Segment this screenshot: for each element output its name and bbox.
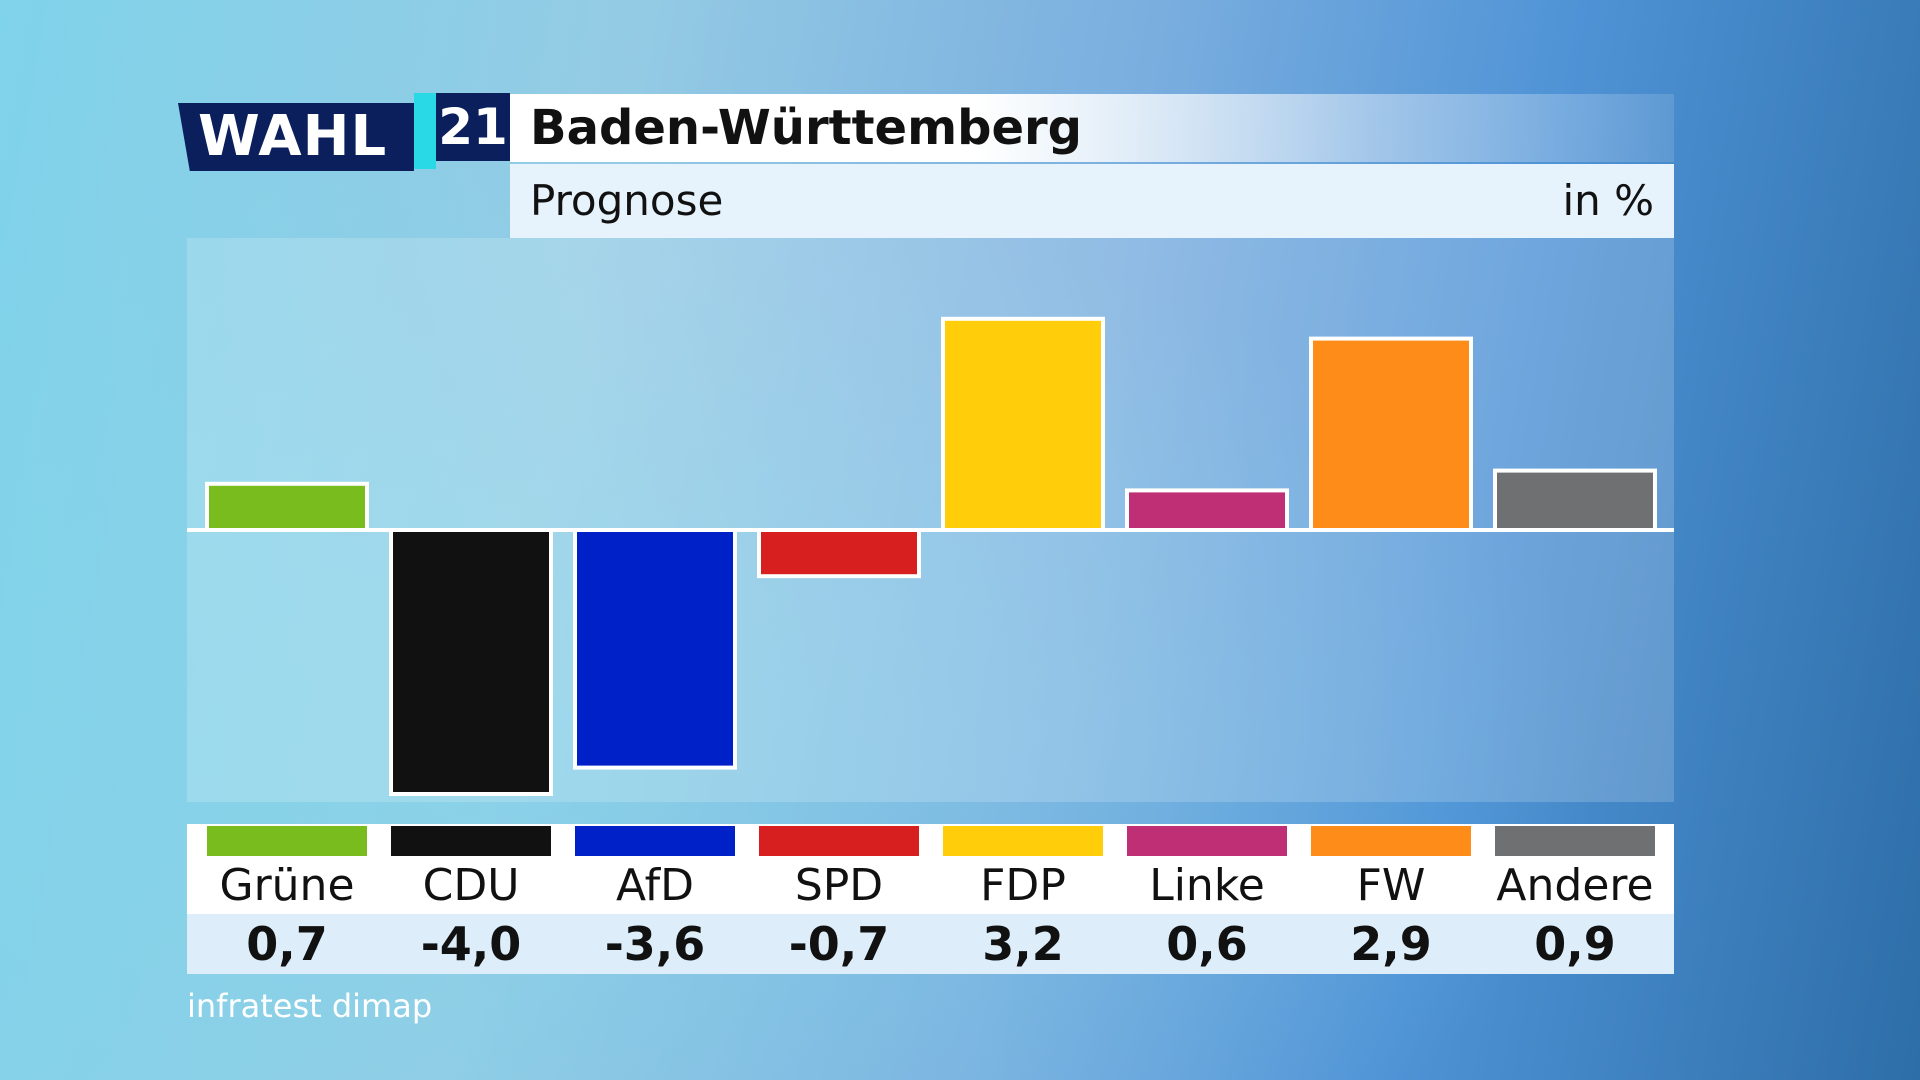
legend-party-value: 0,6 xyxy=(1166,917,1248,971)
legend-party-name: Grüne xyxy=(219,860,355,911)
bar-andere xyxy=(1493,468,1657,533)
legend-item-gruene: Grüne 0,7 xyxy=(207,824,367,974)
chart-title: Baden-Württemberg xyxy=(530,100,1083,156)
legend-swatch xyxy=(207,826,367,856)
legend-item-cdu: CDU -4,0 xyxy=(391,824,551,974)
legend-swatch xyxy=(1495,826,1655,856)
legend-values-band xyxy=(187,914,1674,974)
bar-afd xyxy=(573,528,737,770)
legend-party-value: 2,9 xyxy=(1350,917,1432,971)
source-label: infratest dimap xyxy=(187,987,433,1025)
legend-item-andere: Andere 0,9 xyxy=(1495,824,1655,974)
legend-party-name: CDU xyxy=(422,860,520,911)
logo-accent-stripe xyxy=(414,93,436,169)
legend-item-afd: AfD -3,6 xyxy=(575,824,735,974)
legend-party-value: 0,9 xyxy=(1534,917,1616,971)
legend-party-value: -4,0 xyxy=(420,917,522,971)
legend-swatch xyxy=(1127,826,1287,856)
legend-swatch xyxy=(943,826,1103,856)
legend-party-value: -3,6 xyxy=(604,917,706,971)
legend-item-linke: Linke 0,6 xyxy=(1127,824,1287,974)
legend-item-spd: SPD -0,7 xyxy=(759,824,919,974)
chart-unit: in % xyxy=(1562,176,1654,225)
logo-wahl-text: WAHL xyxy=(198,104,388,169)
legend-item-fdp: FDP 3,2 xyxy=(943,824,1103,974)
bar-gruene xyxy=(205,481,369,532)
bar-cdu xyxy=(389,528,553,796)
legend-swatch xyxy=(575,826,735,856)
chart-subtitle: Prognose xyxy=(530,176,724,225)
subtitle-bar xyxy=(510,164,1674,238)
legend-party-name: FW xyxy=(1356,860,1426,911)
logo-year-text: 21 xyxy=(438,98,508,156)
legend-party-name: AfD xyxy=(616,860,694,911)
logo-wahl-box xyxy=(178,103,414,171)
legend-party-name: SPD xyxy=(794,860,884,911)
legend-swatch xyxy=(1311,826,1471,856)
legend-party-name: Andere xyxy=(1496,860,1654,911)
legend-party-value: 0,7 xyxy=(246,917,328,971)
bar-spd xyxy=(757,528,921,579)
legend-swatch xyxy=(391,826,551,856)
bar-fdp xyxy=(941,316,1105,532)
logo-year-box xyxy=(436,93,510,161)
bar-linke xyxy=(1125,488,1289,532)
legend-party-value: -0,7 xyxy=(788,917,890,971)
legend-party-name: Linke xyxy=(1149,860,1265,911)
bar-fw xyxy=(1309,336,1473,532)
title-bar xyxy=(510,94,1674,162)
legend-item-fw: FW 2,9 xyxy=(1311,824,1471,974)
legend-swatch xyxy=(759,826,919,856)
legend-party-name: FDP xyxy=(980,860,1066,911)
legend-party-value: 3,2 xyxy=(982,917,1064,971)
